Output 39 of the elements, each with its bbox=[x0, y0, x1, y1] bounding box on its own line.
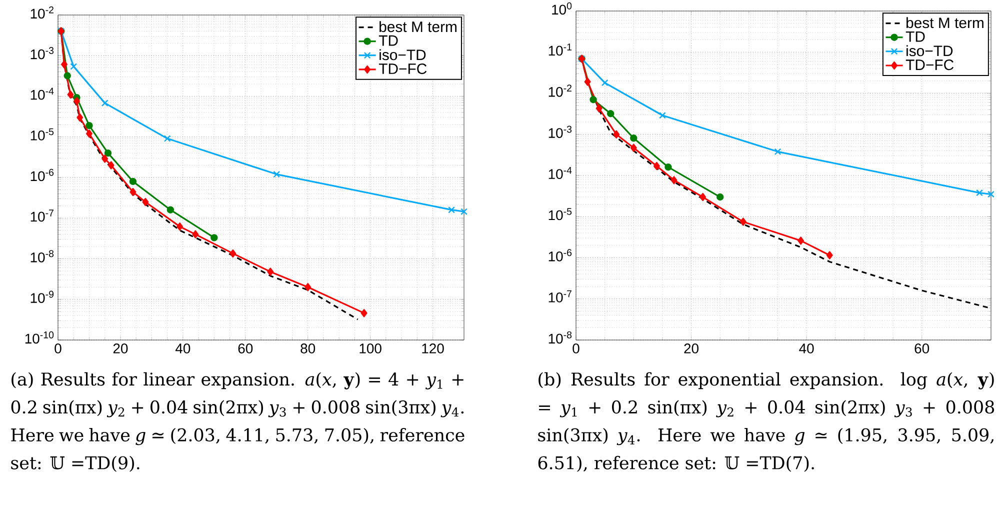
text: (a) Results for linear expansion. a(x, y) = 4 + y$_{1}$ + 0.2 sin(πx) y$_{2}$ + 0.04 sin(2πx) y$_{3}$ + 0.008 sin(3πx) y$_{4}$. Here we have g ≃ (2.03, 4.11, 5.73, 7.05), reference set: 𝕌 =TD(9). bbox=[11, 372, 464, 472]
legend-label: best M term bbox=[380, 21, 456, 32]
legend-label: TD−FC bbox=[378, 64, 427, 74]
text: (b) Results for exponential expansion. log a(x, y) = y$_{1}$ + 0.2 sin(πx) y$_{2}$ + 0.04 sin(2πx) y$_{3}$ + 0.008 sin(3πx) y$_{4}$. Here we have g ≃ (1.95, 3.95, 5.09, 6.51), reference set: 𝕌 =TD(7). bbox=[538, 372, 994, 472]
y-tick-label: 10$^{-4}$ bbox=[548, 166, 572, 180]
y-tick-label: 10$^{-8}$ bbox=[30, 250, 54, 262]
legend-label: best M term bbox=[906, 17, 984, 28]
y-tick-label: 10$^{-5}$ bbox=[548, 208, 572, 220]
y-tick-label: 10$^{-7}$ bbox=[548, 290, 572, 302]
x-tick-label: 20 bbox=[113, 344, 128, 354]
x-tick-label: 80 bbox=[300, 344, 316, 354]
legend-label: iso−TD bbox=[380, 49, 426, 60]
legend-label: TD bbox=[906, 31, 925, 42]
x-tick-label: 100 bbox=[360, 344, 382, 354]
y-tick-label: 10$^{-3}$ bbox=[548, 126, 572, 138]
y-tick-label: 10$^{-9}$ bbox=[30, 290, 54, 303]
y-tick-label: 10$^{-2}$ bbox=[30, 6, 54, 19]
y-tick-label: 10$^{-3}$ bbox=[30, 47, 54, 60]
y-tick-label: 10$^{-6}$ bbox=[548, 249, 572, 262]
legend-label: iso−TD bbox=[906, 45, 953, 56]
legend-label: TD bbox=[378, 35, 398, 46]
x-tick-label: 0 bbox=[54, 344, 62, 354]
y-tick-label: 10$^{-1}$ bbox=[548, 44, 572, 56]
y-tick-label: 10$^{-7}$ bbox=[30, 210, 54, 222]
x-tick-label: 60 bbox=[238, 344, 253, 354]
x-tick-label: 120 bbox=[422, 344, 444, 354]
y-tick-label: 10$^{-4}$ bbox=[30, 88, 54, 100]
y-tick-label: 10$^{-2}$ bbox=[548, 84, 572, 97]
x-tick-label: 40 bbox=[175, 344, 190, 354]
y-tick-label: 10$^{-10}$ bbox=[25, 331, 54, 344]
x-tick-label: 40 bbox=[799, 344, 814, 354]
x-tick-label: 0 bbox=[572, 344, 580, 354]
legend-label: TD−FC bbox=[906, 60, 954, 70]
y-tick-label: 10$^{-6}$ bbox=[30, 168, 54, 182]
y-tick-label: 10$^{-8}$ bbox=[548, 331, 572, 344]
x-tick-label: 60 bbox=[914, 344, 930, 354]
y-tick-label: 10$^{0}$ bbox=[552, 2, 572, 15]
x-tick-label: 20 bbox=[684, 344, 698, 354]
y-tick-label: 10$^{-5}$ bbox=[30, 128, 54, 140]
